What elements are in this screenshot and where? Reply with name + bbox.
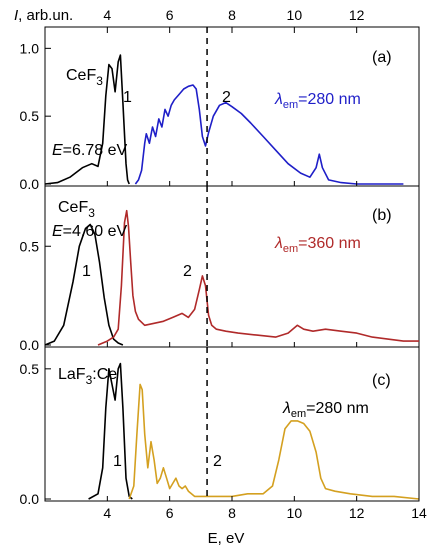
panel-a-excitation: E=6.78 eV [52,142,128,159]
panel-c-series-2-label: 2 [213,453,222,470]
x-tick-label: 8 [228,505,236,521]
panel-b-y-ticks: 0.0 0.5 [20,238,51,353]
y-axis-title-italic: I [14,7,18,24]
panel-a-label: (a) [372,49,392,66]
panel-a-compound: CeF3 [66,67,103,88]
x-tick-label: 4 [103,505,111,521]
panel-b-emission: λem=360 nm [274,235,361,255]
panel-c-label: (c) [372,372,391,389]
top-x-tick-label: 4 [103,7,111,23]
y-tick-label: 0.5 [20,108,40,124]
y-tick-label: 0.5 [20,361,40,377]
panel-a-series-2-label: 2 [222,89,231,106]
y-tick-label: 0.0 [20,176,40,192]
panel-c: 0.0 0.5 (c) LaF3:Ce λem=280 nm 1 2 [20,346,420,507]
panel-c-emission: λem=280 nm [282,400,369,420]
bottom-x-axis: 4 6 8 10 12 14 [103,505,427,521]
panel-a-emission: λem=280 nm [274,91,361,111]
panel-b-series-2-label: 2 [183,263,192,280]
y-tick-label: 0.0 [20,337,40,353]
y-tick-label: 0.0 [20,491,40,507]
panel-b-compound: CeF3 [58,199,95,220]
panel-c-compound: LaF3:Ce [58,366,117,387]
panel-b: 0.0 0.5 (b) CeF3 E=4.60 eV λem=360 nm 1 2 [20,185,420,353]
top-x-tick-label: 8 [228,7,236,23]
series-line-2 [128,383,420,500]
x-tick-label: 10 [287,505,303,521]
top-x-tick-label: 12 [349,7,365,23]
panel-c-curves [88,362,420,500]
panel-b-label: (b) [372,207,392,224]
panel-a-series-1-label: 1 [123,89,132,106]
panel-a-curves [44,54,404,185]
top-x-tick-label: 6 [166,7,174,23]
series-line-1 [44,223,124,346]
x-tick-label: 12 [349,505,365,521]
top-x-tick-label: 10 [287,7,303,23]
panel-b-curves [44,209,419,346]
y-axis-title: I, arb.un. [14,7,73,24]
top-x-axis: 4 6 8 10 12 [103,7,365,33]
panel-a-y-ticks: 0.0 0.5 1.0 [20,40,51,192]
series-line-1 [88,362,133,500]
panel-a: 0.00.51.0 (a) CeF3 E=6.78 eV λem=280 nm … [20,26,420,192]
x-tick-label: 14 [411,505,427,521]
x-tick-label: 6 [166,505,174,521]
series-line-2 [134,84,404,185]
panel-c-y-ticks: 0.0 0.5 [20,361,51,507]
panel-b-frame [44,185,420,348]
panel-b-series-1-label: 1 [82,263,91,280]
y-axis-title-rest: , arb.un. [18,7,73,24]
panel-b-excitation: E=4.60 eV [52,223,128,240]
y-tick-label: 1.0 [20,40,40,56]
x-axis-title: E, eV [208,530,245,547]
series-line-2 [97,209,419,346]
series-line-1 [44,54,130,185]
y-tick-label: 0.5 [20,238,40,254]
panel-c-series-1-label: 1 [113,453,122,470]
